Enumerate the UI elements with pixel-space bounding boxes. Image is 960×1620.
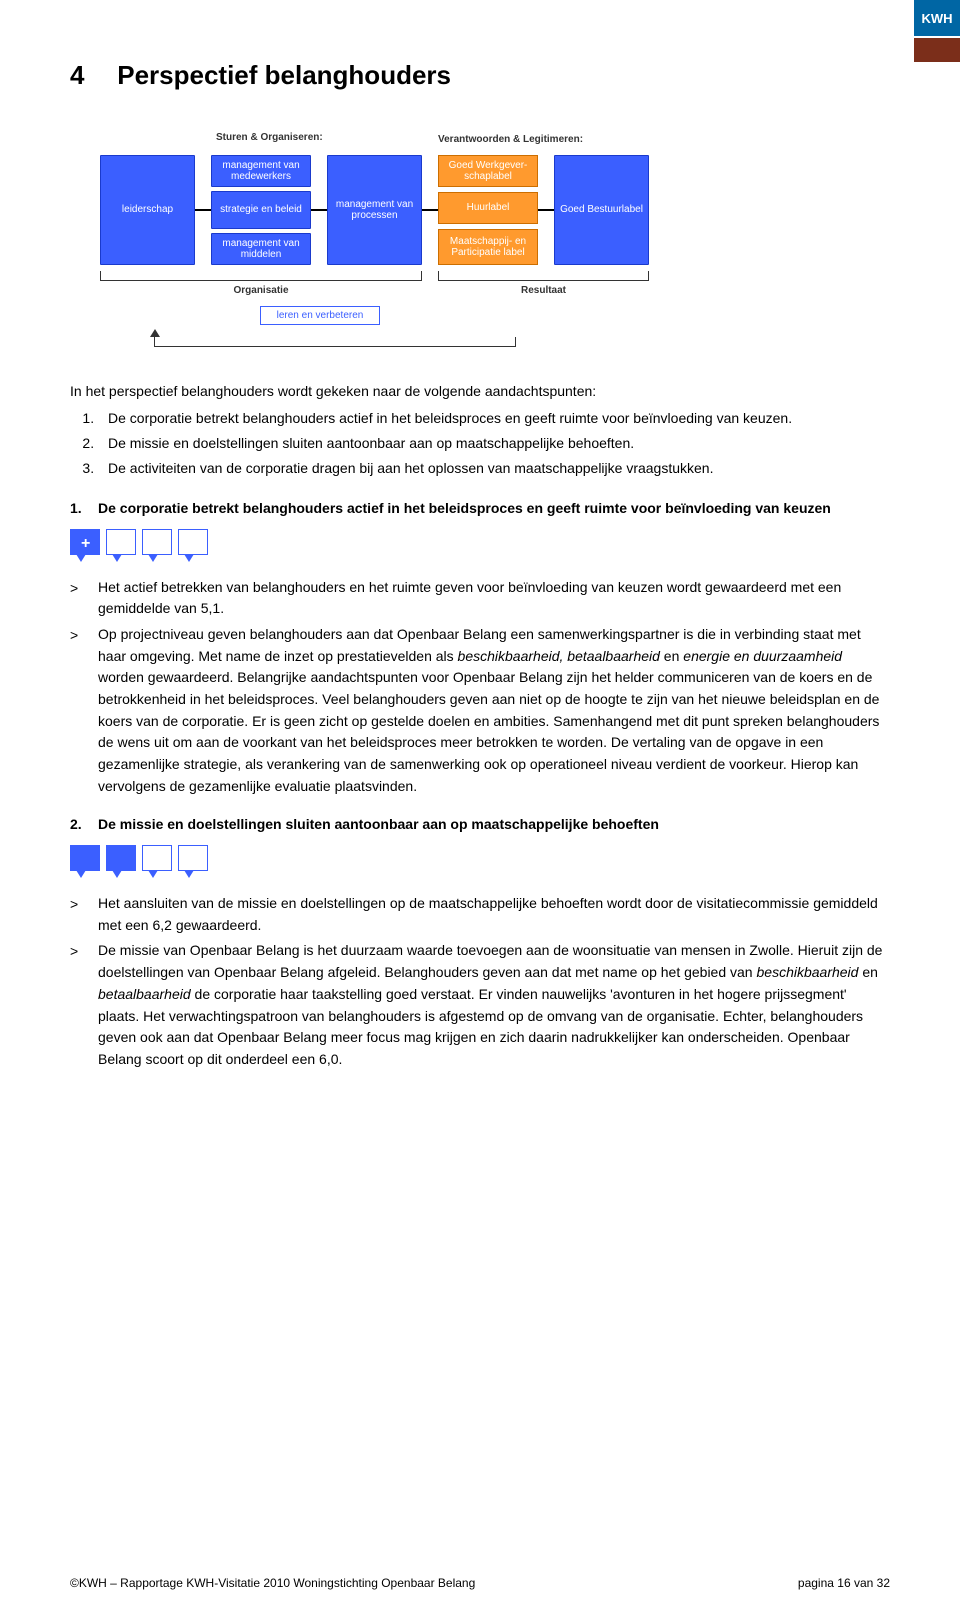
bullet-text: Op projectniveau geven belanghouders aan… — [98, 624, 890, 798]
footer-left: ©KWH – Rapportage KWH-Visitatie 2010 Won… — [70, 1576, 475, 1590]
list-item: > Het actief betrekken van belanghouders… — [70, 577, 890, 620]
rating-box-4 — [178, 529, 208, 555]
box-werkgeverlabel: Goed Werkgever-schaplabel — [438, 155, 538, 187]
rating-box-3 — [142, 529, 172, 555]
footer-right: pagina 16 van 32 — [798, 1576, 890, 1590]
title-text: Perspectief belanghouders — [117, 60, 451, 90]
list-item: > Het aansluiten van de missie en doelst… — [70, 893, 890, 936]
bullet-text: Het actief betrekken van belanghouders e… — [98, 577, 890, 620]
intro-text: In het perspectief belanghouders wordt g… — [70, 381, 890, 402]
section2-title: De missie en doelstellingen sluiten aant… — [98, 815, 659, 835]
rating-box-4 — [178, 845, 208, 871]
bullet-text: De missie van Openbaar Belang is het duu… — [98, 940, 890, 1070]
box-leren: leren en verbeteren — [260, 306, 380, 325]
box-huurlabel: Huurlabel — [438, 192, 538, 224]
section1-title: De corporatie betrekt belanghouders acti… — [98, 499, 831, 519]
logo-text: KWH — [914, 0, 960, 36]
point-1: De corporatie betrekt belanghouders acti… — [98, 408, 890, 429]
box-mgmt-processen: management van processen — [327, 155, 422, 265]
section2-rating — [70, 845, 890, 871]
box-strategie: strategie en beleid — [211, 191, 311, 229]
logo: KWH — [914, 0, 960, 62]
box-leiderschap: leiderschap — [100, 155, 195, 265]
rating-box-2 — [106, 845, 136, 871]
process-diagram: Sturen & Organiseren: Verantwoorden & Le… — [100, 121, 740, 351]
rating-box-3 — [142, 845, 172, 871]
section2-number: 2. — [70, 815, 98, 835]
page-footer: ©KWH – Rapportage KWH-Visitatie 2010 Won… — [70, 1576, 890, 1590]
point-3: De activiteiten van de corporatie dragen… — [98, 458, 890, 479]
bullet-marker: > — [70, 893, 98, 936]
diagram-header-right: Verantwoorden & Legitimeren: — [438, 131, 658, 151]
list-item: > Op projectniveau geven belanghouders a… — [70, 624, 890, 798]
bullet-text: Het aansluiten van de missie en doelstel… — [98, 893, 890, 936]
points-list: De corporatie betrekt belanghouders acti… — [70, 408, 890, 479]
section1-header: 1. De corporatie betrekt belanghouders a… — [70, 499, 890, 519]
label-organisatie: Organisatie — [100, 281, 422, 298]
box-mgmt-medewerkers: management van medewerkers — [211, 155, 311, 187]
box-participatielabel: Maatschappij- en Participatie label — [438, 229, 538, 265]
section1-rating: + — [70, 529, 890, 555]
rating-box-1: + — [70, 529, 100, 555]
title-number: 4 — [70, 60, 110, 91]
logo-decoration — [914, 38, 960, 62]
page-title: 4 Perspectief belanghouders — [70, 60, 890, 91]
rating-box-2 — [106, 529, 136, 555]
box-bestuurlabel: Goed Bestuurlabel — [554, 155, 649, 265]
bullet-marker: > — [70, 577, 98, 620]
label-resultaat: Resultaat — [438, 281, 649, 298]
bullet-marker: > — [70, 940, 98, 1070]
section1-number: 1. — [70, 499, 98, 519]
section1-bullets: > Het actief betrekken van belanghouders… — [70, 577, 890, 798]
list-item: > De missie van Openbaar Belang is het d… — [70, 940, 890, 1070]
point-2: De missie en doelstellingen sluiten aant… — [98, 433, 890, 454]
section2-bullets: > Het aansluiten van de missie en doelst… — [70, 893, 890, 1071]
bullet-marker: > — [70, 624, 98, 798]
section2-header: 2. De missie en doelstellingen sluiten a… — [70, 815, 890, 835]
rating-box-1 — [70, 845, 100, 871]
box-mgmt-middelen: management van middelen — [211, 233, 311, 265]
